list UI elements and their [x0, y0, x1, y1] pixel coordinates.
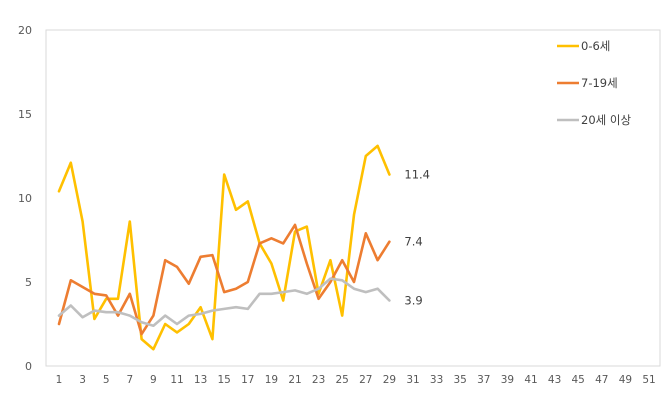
- x-tick-label: 23: [312, 374, 325, 386]
- x-tick-label: 13: [194, 374, 207, 386]
- x-tick-label: 43: [548, 374, 561, 386]
- x-tick-label: 39: [501, 374, 514, 386]
- x-tick-label: 1: [56, 374, 63, 386]
- x-tick-label: 25: [336, 374, 349, 386]
- y-tick-label: 15: [18, 108, 32, 121]
- x-tick-label: 31: [406, 374, 419, 386]
- x-tick-label: 21: [288, 374, 301, 386]
- x-tick-label: 49: [619, 374, 632, 386]
- x-tick-label: 15: [218, 374, 231, 386]
- x-tick-label: 9: [150, 374, 157, 386]
- x-tick-label: 7: [126, 374, 133, 386]
- x-tick-label: 27: [359, 374, 372, 386]
- legend-label: 20세 이상: [581, 113, 631, 127]
- x-tick-label: 29: [383, 374, 396, 386]
- x-tick-label: 3: [79, 374, 86, 386]
- series-line-1: [57, 223, 391, 336]
- legend: 0-6세 7-19세 20세 이상: [557, 39, 631, 127]
- legend-label: 7-19세: [581, 76, 618, 90]
- x-axis: 1 3 5 7 9 11 13 15 17 19 21 23 25 27 29 31 33 35 37 39 41 43 4…: [56, 374, 656, 386]
- x-tick-label: 41: [524, 374, 537, 386]
- x-tick-label: 47: [595, 374, 608, 386]
- x-tick-label: 37: [477, 374, 490, 386]
- y-axis: 0 5 10 15 20: [18, 24, 32, 373]
- x-tick-label: 35: [454, 374, 467, 386]
- legend-label: 0-6세: [581, 39, 610, 53]
- x-tick-label: 19: [265, 374, 278, 386]
- y-tick-label: 20: [18, 24, 32, 37]
- x-tick-label: 45: [572, 374, 585, 386]
- plot-area-border: [45, 29, 661, 367]
- end-value-label: 11.4: [404, 167, 430, 181]
- y-tick-label: 5: [25, 276, 32, 289]
- x-tick-label: 5: [103, 374, 110, 386]
- end-labels: 11.4 7.4 3.9: [404, 167, 430, 307]
- x-tick-label: 51: [642, 374, 655, 386]
- end-value-label: 3.9: [404, 293, 422, 307]
- series-line-2: [57, 277, 391, 328]
- y-tick-label: 10: [18, 192, 32, 205]
- x-tick-label: 11: [170, 374, 183, 386]
- y-tick-label: 0: [25, 360, 32, 373]
- x-tick-label: 17: [241, 374, 254, 386]
- end-value-label: 7.4: [404, 235, 422, 249]
- x-tick-label: 33: [430, 374, 443, 386]
- series-lines: [57, 144, 391, 351]
